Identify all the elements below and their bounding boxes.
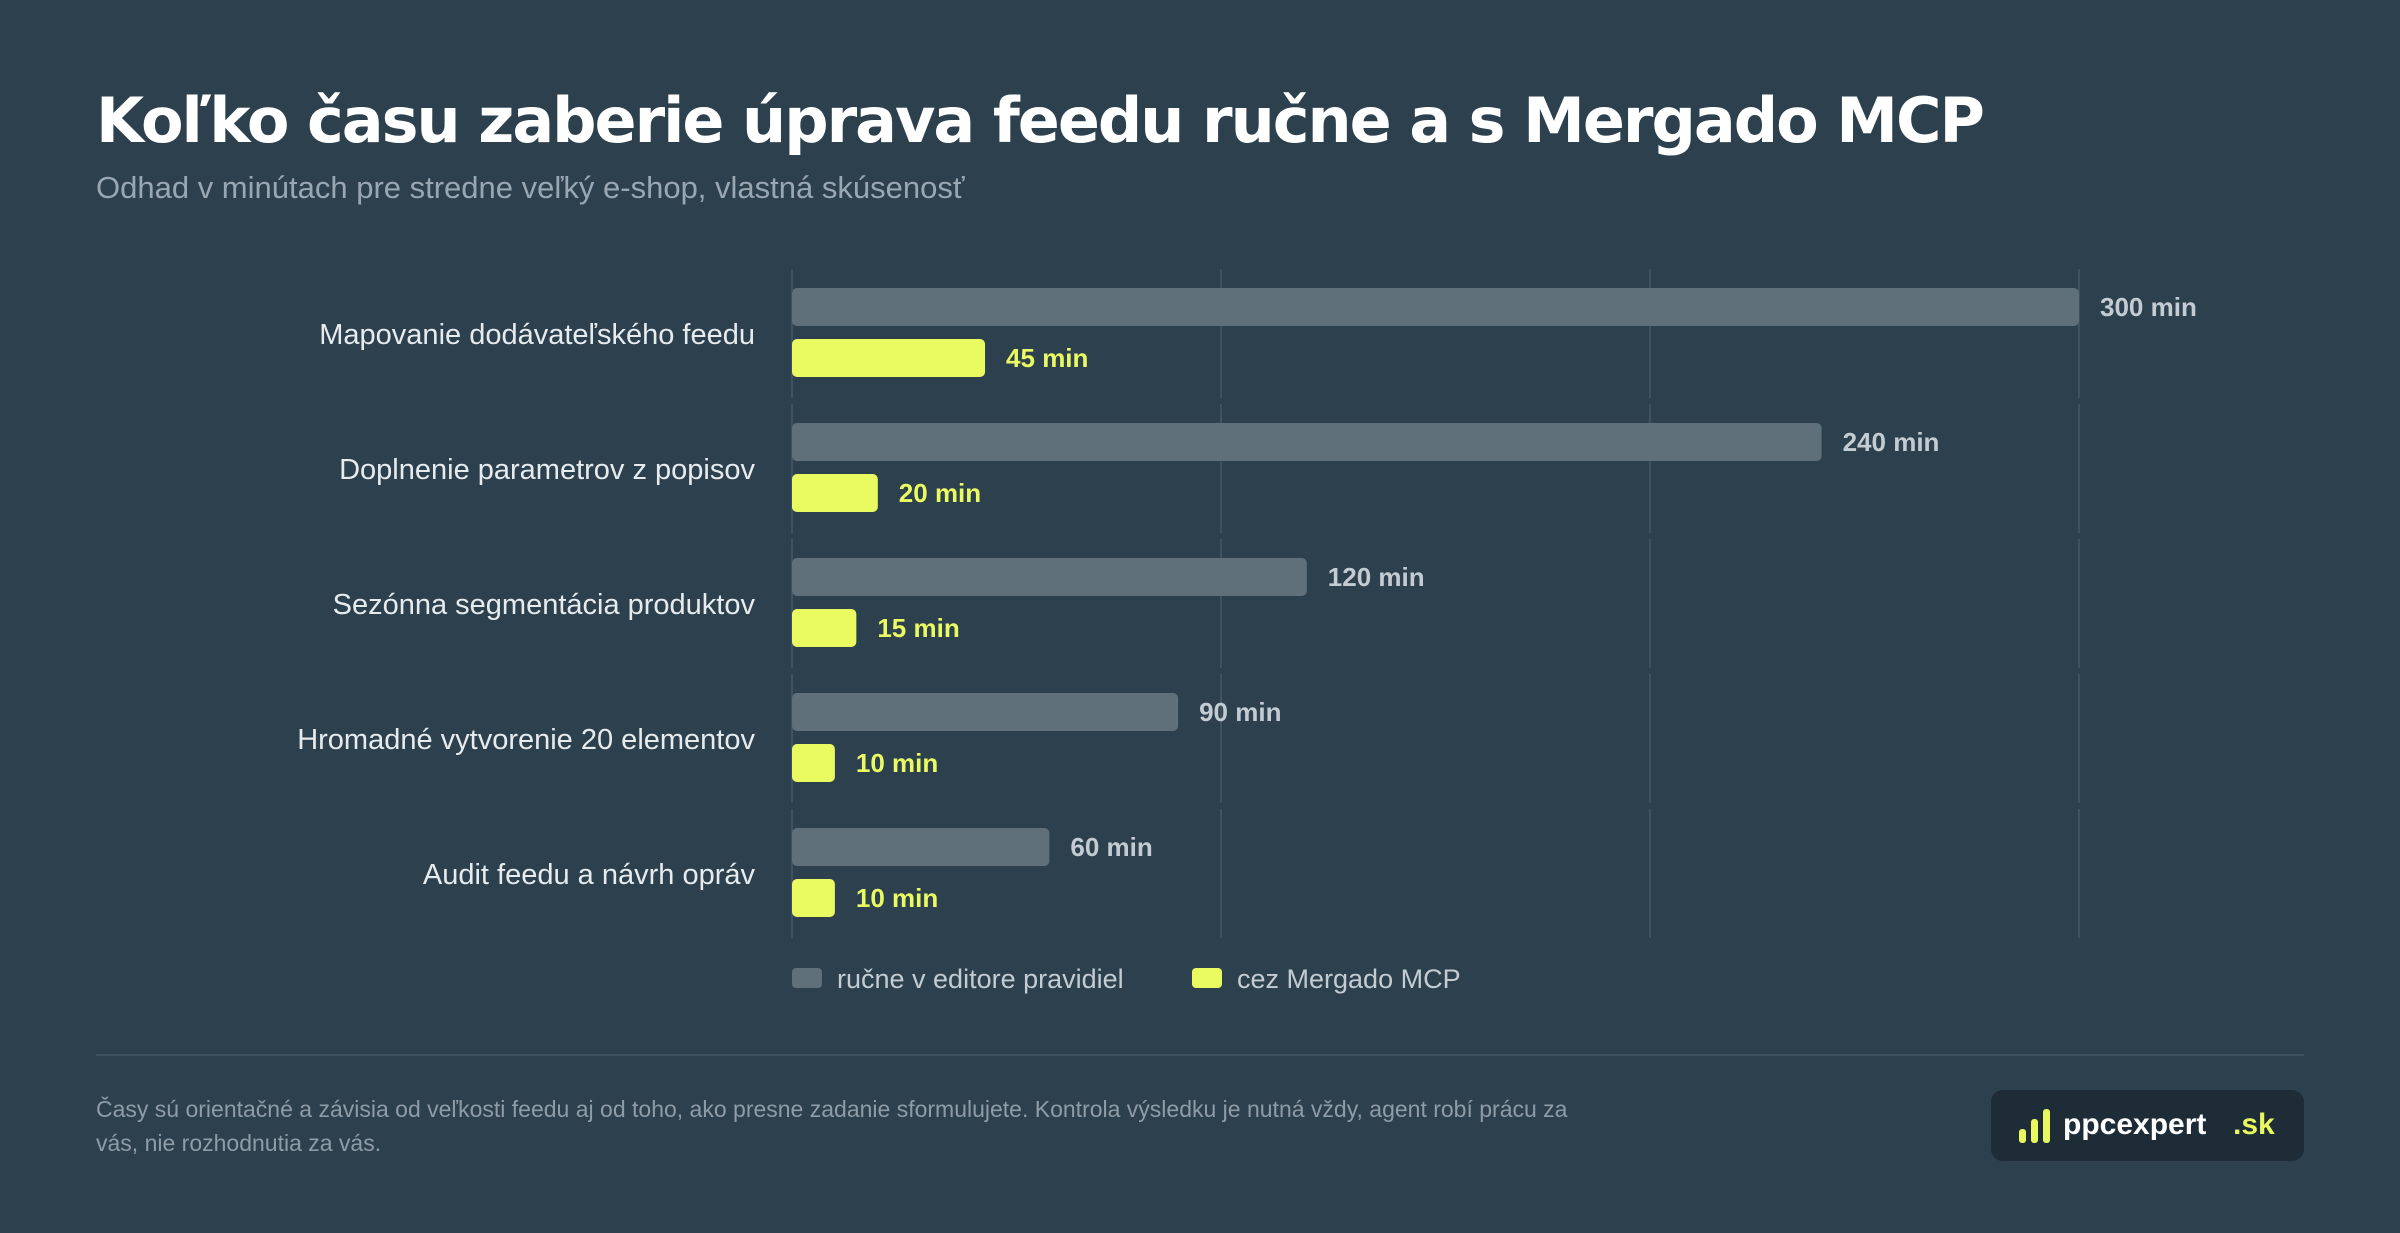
- chart-title: Koľko času zaberie úprava feedu ručne a …: [96, 84, 1985, 157]
- legend-label: cez Mergado MCP: [1237, 964, 1461, 994]
- data-label: 60 min: [1070, 832, 1152, 862]
- footer-divider: [96, 1054, 2304, 1056]
- data-label: 300 min: [2100, 292, 2197, 322]
- data-label: 120 min: [1328, 562, 1425, 592]
- legend-swatch: [1192, 968, 1222, 988]
- category-label: Hromadné vytvorenie 20 elementov: [297, 724, 755, 756]
- category-label: Sezónna segmentácia produktov: [333, 589, 756, 621]
- chart-subtitle: Odhad v minútach pre stredne veľký e-sho…: [96, 170, 965, 205]
- category-label: Mapovanie dodávateľského feedu: [319, 319, 755, 351]
- legend-swatch: [792, 968, 822, 988]
- bar-mcp: [792, 339, 986, 377]
- bar-mcp: [792, 744, 835, 782]
- bar-manual: [792, 558, 1307, 596]
- bar-manual: [792, 828, 1050, 866]
- bar-mcp: [792, 609, 857, 647]
- brand-logo: ppcexpert .sk: [1991, 1090, 2304, 1161]
- data-label: 20 min: [899, 478, 981, 508]
- legend-label: ručne v editore pravidiel: [837, 964, 1124, 994]
- logo-tld: .sk: [2233, 1108, 2275, 1141]
- data-label: 15 min: [877, 613, 959, 643]
- bar-chart: Mapovanie dodávateľského feedu 300 min 45 …: [297, 269, 2197, 994]
- bar-mcp: [792, 474, 878, 512]
- logo-name: ppcexpert: [2063, 1108, 2207, 1141]
- footnote: Časy sú orientačné a závisia od veľkosti…: [96, 1096, 1568, 1156]
- bar-chart-icon: [2019, 1109, 2050, 1143]
- data-label: 10 min: [856, 883, 938, 913]
- bar-manual: [792, 423, 1822, 461]
- data-label: 45 min: [1006, 343, 1088, 373]
- data-label: 90 min: [1199, 697, 1281, 727]
- category-label: Audit feedu a návrh opráv: [423, 859, 756, 891]
- bar-manual: [792, 288, 2079, 326]
- data-label: 240 min: [1843, 427, 1940, 457]
- bar-mcp: [792, 879, 835, 917]
- bar-manual: [792, 693, 1179, 731]
- data-label: 10 min: [856, 748, 938, 778]
- category-label: Doplnenie parametrov z popisov: [339, 454, 755, 486]
